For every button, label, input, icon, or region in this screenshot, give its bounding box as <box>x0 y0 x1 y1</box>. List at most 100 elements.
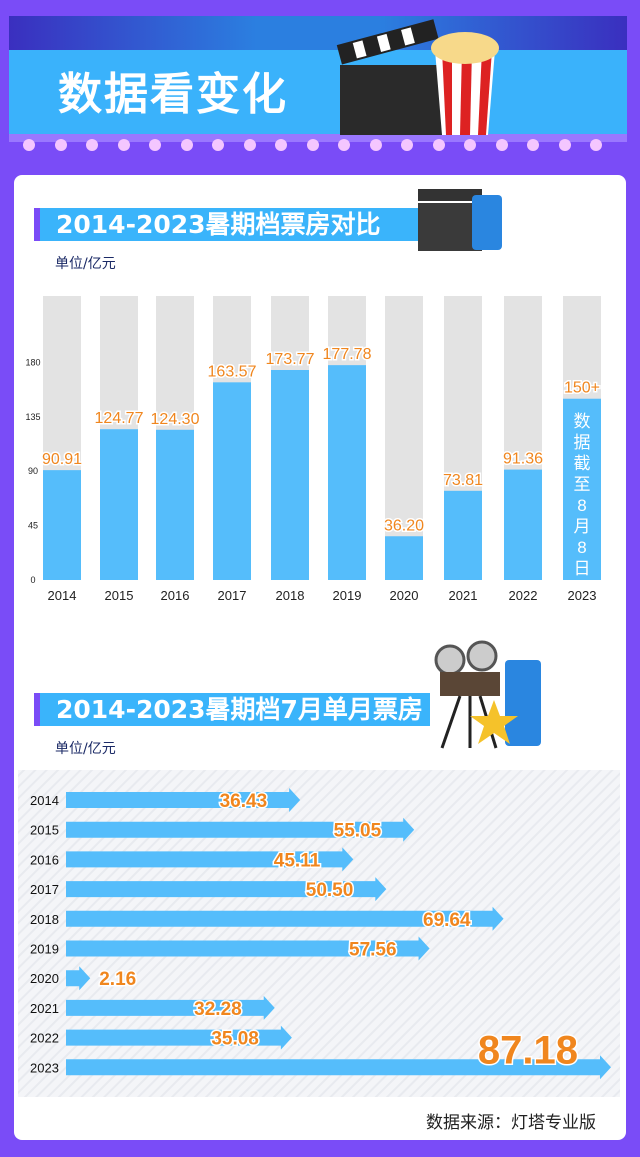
dot <box>149 139 161 151</box>
dot <box>86 139 98 151</box>
chart1-title: 2014-2023暑期档票房对比 <box>34 208 420 241</box>
arrow-bar <box>66 1025 292 1050</box>
dot <box>23 139 35 151</box>
popcorn-icon <box>431 32 499 135</box>
y-tick-label: 90 <box>28 466 38 476</box>
y-tick-label: 180 <box>25 357 40 367</box>
y-category-label: 2018 <box>30 912 59 927</box>
dot <box>338 139 350 151</box>
value-label: 124.30 <box>151 411 200 428</box>
dot <box>432 139 445 151</box>
y-category-label: 2023 <box>30 1060 59 1075</box>
y-tick-label: 0 <box>30 575 35 585</box>
chart1: 0 45 90 135 180 90.91 2014 124.77 2015 124.30 2016… <box>25 296 602 603</box>
banner <box>9 50 627 142</box>
dot <box>275 139 287 151</box>
annotation-char: 日 <box>574 559 591 578</box>
bar <box>213 382 251 580</box>
arrow-bar <box>66 788 301 812</box>
arrow-bar <box>66 1055 611 1080</box>
y-tick-label: 135 <box>25 412 40 422</box>
annotation-char: 至 <box>574 475 591 494</box>
bar <box>563 398 601 580</box>
x-tick-label: 2017 <box>218 588 247 603</box>
arrow-bar <box>66 847 354 872</box>
arrow-bar <box>66 906 504 931</box>
value-label: 91.36 <box>503 451 543 468</box>
arrow-bar <box>66 877 387 902</box>
banner-top <box>9 16 627 52</box>
x-tick-label: 2019 <box>333 588 362 603</box>
star-icon <box>470 700 518 744</box>
drink-cup-icon <box>505 660 541 746</box>
bar <box>504 469 542 580</box>
annotation-char: 8 <box>577 496 586 515</box>
value-label: 73.81 <box>443 472 483 489</box>
annotation-char: 数 <box>574 412 591 431</box>
value-label: 35.08 <box>211 1029 259 1050</box>
dot <box>590 139 602 151</box>
dot <box>54 139 67 151</box>
clapperboard-icon <box>336 19 499 135</box>
page-title: 数据看变化 <box>58 69 288 120</box>
bar <box>385 536 423 580</box>
clapperboard-icon <box>418 189 502 251</box>
dot <box>464 139 476 151</box>
dot <box>558 139 571 151</box>
value-label: 32.28 <box>194 999 242 1020</box>
dot <box>495 139 508 151</box>
x-tick-label: 2021 <box>449 588 478 603</box>
x-tick-label: 2016 <box>161 588 190 603</box>
value-label: 124.77 <box>95 410 144 427</box>
annotation-char: 8 <box>577 538 586 557</box>
value-label: 163.57 <box>208 363 257 380</box>
annotation-char: 截 <box>574 454 591 473</box>
dot <box>180 139 193 151</box>
value-label: 177.78 <box>323 346 372 363</box>
bar <box>100 429 138 580</box>
bar <box>43 470 81 580</box>
value-label: 45.11 <box>274 850 321 871</box>
y-category-label: 2017 <box>30 882 59 897</box>
value-label: 36.43 <box>220 791 268 812</box>
y-category-label: 2020 <box>30 971 59 986</box>
bar <box>444 490 482 580</box>
bar <box>328 365 366 580</box>
y-category-label: 2016 <box>30 852 59 867</box>
dot <box>306 139 319 151</box>
dot <box>212 139 224 151</box>
film-projector-icon <box>434 640 541 749</box>
data-source: 数据来源：灯塔专业版 <box>426 1113 596 1133</box>
dot <box>243 139 256 151</box>
chart2: 2014 36.43 2015 55.05 2016 45.11 2017 50.50 2018… <box>18 770 620 1097</box>
y-category-label: 2014 <box>30 793 59 808</box>
y-tick-label: 45 <box>28 521 38 531</box>
value-label: 150+ <box>564 380 600 397</box>
y-category-label: 2019 <box>30 942 59 957</box>
dot <box>401 139 413 151</box>
bar <box>271 369 309 580</box>
x-tick-label: 2015 <box>105 588 134 603</box>
x-tick-label: 2020 <box>390 588 419 603</box>
chart1-unit: 单位/亿元 <box>55 256 116 272</box>
arrow-bar <box>66 966 91 991</box>
arrow-bar <box>66 817 415 842</box>
x-tick-label: 2022 <box>509 588 538 603</box>
value-label: 173.77 <box>266 351 315 368</box>
x-tick-label: 2018 <box>276 588 305 603</box>
y-category-label: 2021 <box>30 1001 59 1016</box>
annotation-char: 据 <box>574 433 591 452</box>
annotation-char: 月 <box>574 517 591 536</box>
arrow-bar <box>66 995 275 1020</box>
value-label: 57.56 <box>349 940 397 961</box>
chart2-title: 2014-2023暑期档7月单月票房 <box>34 693 430 726</box>
y-category-label: 2015 <box>30 823 59 838</box>
dot <box>117 139 130 151</box>
bar-background <box>385 296 423 580</box>
value-label: 90.91 <box>42 451 82 468</box>
dot <box>527 139 539 151</box>
dot <box>369 139 382 151</box>
y-category-label: 2022 <box>30 1031 59 1046</box>
x-tick-label: 2014 <box>48 588 77 603</box>
value-label: 69.64 <box>423 910 471 931</box>
